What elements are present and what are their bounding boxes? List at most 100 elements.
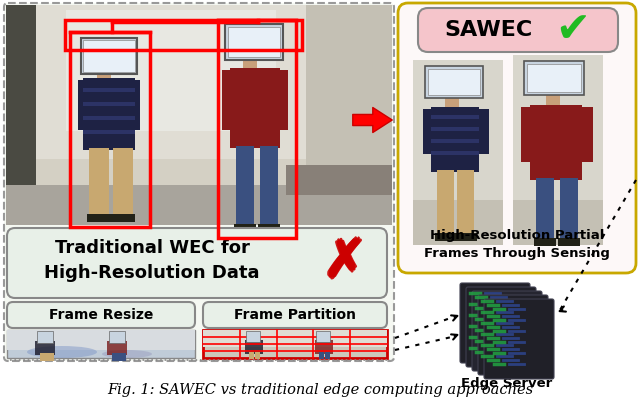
Bar	[457, 170, 474, 235]
Bar	[413, 60, 503, 200]
Bar	[258, 224, 280, 232]
Bar	[109, 331, 125, 343]
FancyBboxPatch shape	[484, 299, 554, 379]
Bar	[130, 80, 140, 130]
FancyBboxPatch shape	[4, 3, 394, 361]
Bar	[530, 105, 582, 180]
Bar	[225, 24, 283, 60]
Text: ✗: ✗	[323, 239, 367, 291]
Bar	[431, 127, 479, 131]
Ellipse shape	[102, 350, 152, 358]
Bar	[113, 148, 133, 216]
Bar	[6, 5, 36, 225]
Bar	[521, 107, 533, 162]
Text: Traditional WEC for: Traditional WEC for	[54, 239, 250, 257]
Bar	[316, 331, 330, 342]
Bar	[455, 233, 477, 241]
Bar	[203, 330, 387, 347]
Bar	[83, 78, 135, 150]
Bar	[236, 146, 254, 226]
Bar	[513, 55, 603, 245]
Bar	[228, 27, 280, 57]
Bar	[40, 353, 47, 361]
Bar	[534, 238, 556, 246]
Text: ✗: ✗	[325, 237, 369, 289]
Bar	[546, 93, 560, 107]
Bar	[7, 330, 195, 350]
Bar	[203, 330, 387, 358]
Bar	[431, 107, 479, 172]
Bar	[479, 109, 489, 154]
Bar	[428, 69, 480, 95]
Bar	[325, 352, 330, 359]
Bar	[47, 353, 54, 361]
Bar	[35, 341, 55, 355]
Bar	[37, 331, 53, 343]
Bar	[527, 64, 581, 92]
Bar	[435, 233, 457, 241]
Bar	[83, 116, 135, 120]
Bar	[97, 68, 111, 80]
Bar	[222, 70, 234, 130]
Text: Frame Resize: Frame Resize	[49, 308, 153, 322]
Bar	[319, 352, 324, 359]
Bar	[513, 55, 603, 200]
Text: Frame Partition: Frame Partition	[234, 308, 356, 322]
Bar	[87, 214, 111, 222]
Bar	[107, 341, 127, 355]
FancyBboxPatch shape	[466, 287, 536, 367]
Ellipse shape	[27, 346, 97, 358]
Bar	[112, 353, 119, 361]
Text: Fig. 1: SAWEC vs traditional edge computing approaches: Fig. 1: SAWEC vs traditional edge comput…	[107, 383, 533, 397]
Bar	[230, 68, 280, 148]
Text: High-Resolution Data: High-Resolution Data	[44, 264, 260, 282]
FancyBboxPatch shape	[398, 3, 636, 273]
Bar	[425, 66, 483, 98]
Text: ✗: ✗	[321, 237, 365, 289]
Bar	[413, 60, 503, 245]
FancyBboxPatch shape	[7, 228, 387, 298]
FancyBboxPatch shape	[203, 302, 387, 328]
FancyBboxPatch shape	[460, 283, 530, 363]
Bar	[524, 61, 584, 95]
Bar	[249, 352, 254, 359]
Bar	[560, 178, 578, 240]
Bar	[423, 109, 433, 154]
Bar	[78, 80, 88, 130]
Bar	[437, 170, 454, 235]
Bar	[558, 238, 580, 246]
Bar	[306, 5, 392, 225]
Bar	[83, 88, 135, 92]
Bar	[89, 148, 109, 216]
Bar	[70, 32, 150, 227]
Bar	[6, 5, 392, 159]
Bar	[276, 70, 288, 130]
Bar	[445, 95, 459, 109]
Bar	[81, 38, 137, 74]
Bar	[111, 214, 135, 222]
Text: SAWEC: SAWEC	[444, 20, 532, 40]
Bar	[255, 352, 260, 359]
Bar	[243, 56, 257, 70]
Bar	[218, 20, 296, 238]
Bar	[65, 20, 302, 50]
FancyBboxPatch shape	[7, 302, 195, 328]
Bar	[245, 340, 263, 354]
FancyBboxPatch shape	[418, 8, 618, 52]
Bar	[286, 165, 392, 195]
Text: ✔: ✔	[556, 9, 591, 51]
FancyBboxPatch shape	[472, 291, 542, 371]
Text: ✗: ✗	[323, 237, 367, 289]
Text: High-Resolution Partial: High-Resolution Partial	[430, 229, 604, 241]
Bar	[431, 151, 479, 155]
Bar	[431, 139, 479, 143]
Text: Frames Through Sensing: Frames Through Sensing	[424, 247, 610, 259]
Bar	[83, 130, 135, 134]
Bar	[7, 330, 195, 358]
Bar	[246, 331, 260, 342]
Bar	[536, 178, 554, 240]
Bar	[581, 107, 593, 162]
Bar	[234, 224, 256, 232]
Bar	[431, 115, 479, 119]
Bar	[6, 5, 392, 225]
